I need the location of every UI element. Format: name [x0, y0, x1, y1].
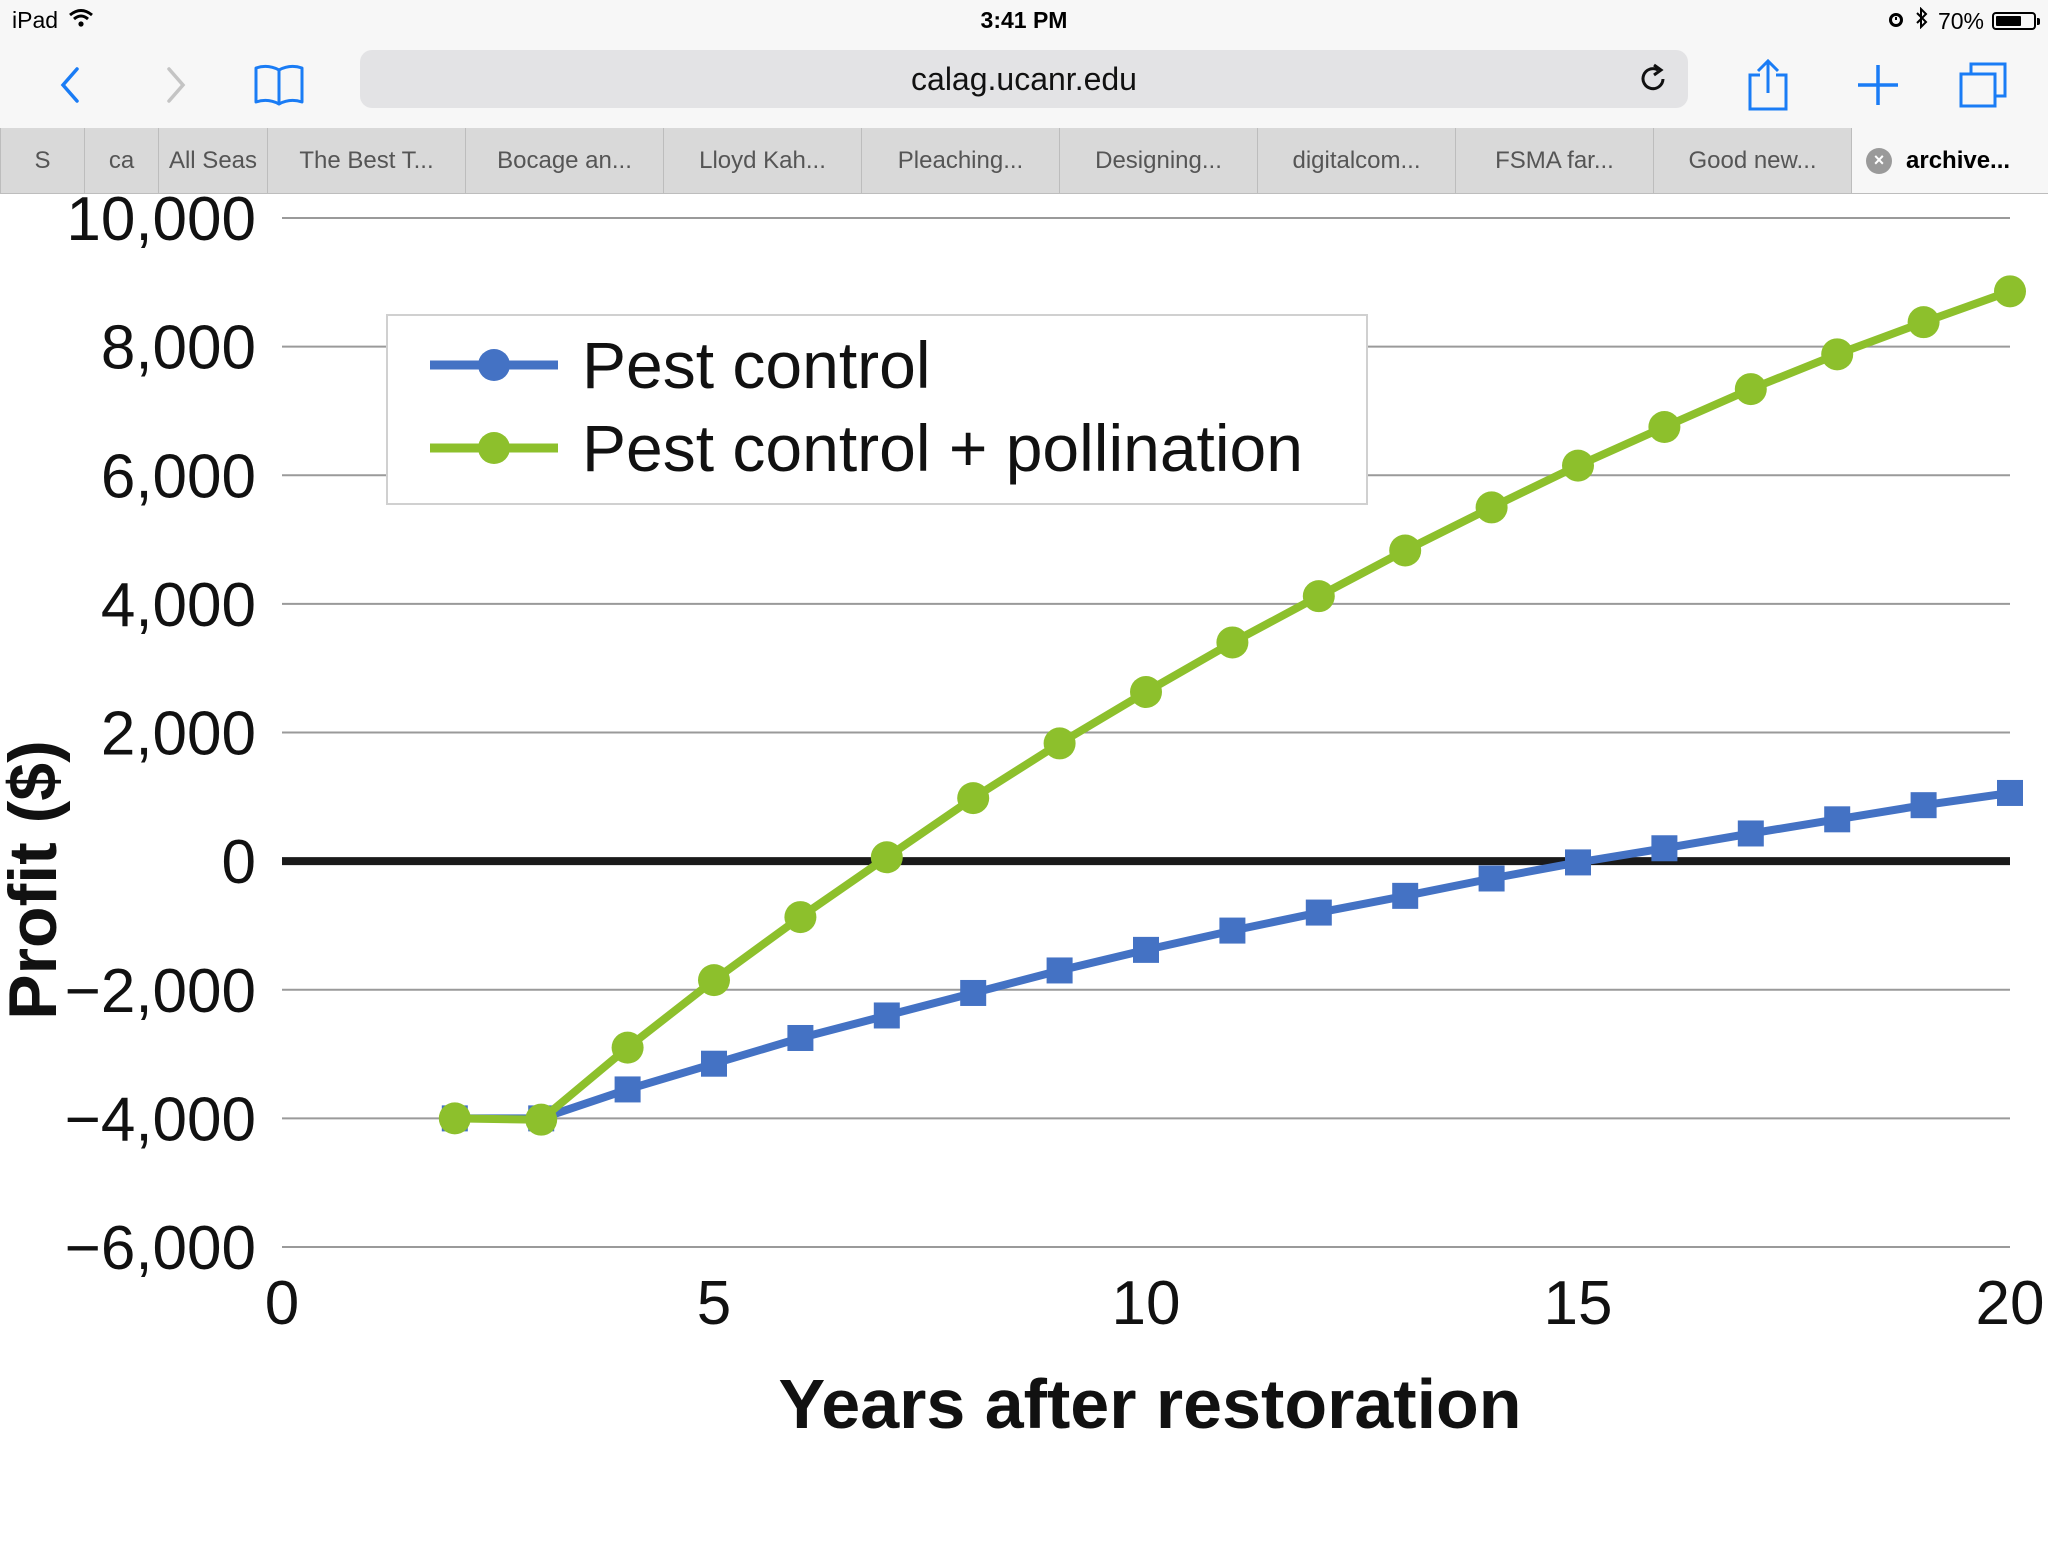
series [438, 275, 2026, 1136]
tab-item[interactable]: ca [84, 128, 158, 193]
address-bar[interactable]: calag.ucanr.edu [360, 50, 1688, 108]
tab-strip: S ca All Seas The Best T... Bocage an...… [0, 128, 2048, 194]
tab-item[interactable]: Designing... [1059, 128, 1257, 193]
data-point-square [960, 979, 987, 1006]
tab-item[interactable]: All Seas [158, 128, 267, 193]
close-tab-icon[interactable]: × [1866, 147, 1892, 174]
data-point-circle [1562, 449, 1594, 482]
data-point-circle [698, 964, 730, 997]
bookmarks-button[interactable] [246, 42, 312, 128]
data-point-square [1910, 792, 1937, 819]
legend-marker-pest-control [478, 349, 510, 381]
data-point-circle [1130, 675, 1162, 708]
y-tick-label: 10,000 [66, 194, 256, 254]
data-point-circle [1043, 727, 1076, 760]
data-point-circle [1302, 580, 1335, 613]
y-tick-label: 0 [222, 828, 256, 897]
browser-toolbar: calag.ucanr.edu [0, 42, 2048, 128]
y-tick-label: 8,000 [101, 314, 256, 383]
data-point-square [1305, 899, 1332, 926]
battery-icon [1992, 12, 2040, 30]
y-tick-label: 6,000 [101, 442, 256, 511]
data-point-circle [611, 1031, 644, 1064]
chart-container: −6,000 −4,000 −2,000 0 2,000 4,000 6,000 8,000 1… [0, 185, 2048, 1536]
y-axis-label: Profit ($) [0, 740, 71, 1020]
tabs-overview-button[interactable] [1950, 42, 2016, 128]
data-point-circle [1821, 338, 1854, 371]
axes: −6,000 −4,000 −2,000 0 2,000 4,000 6,000 8,000 1… [65, 185, 2045, 1338]
bluetooth-icon [1914, 6, 1930, 35]
x-tick-label: 10 [1112, 1269, 1181, 1338]
new-tab-button[interactable] [1846, 42, 1910, 128]
url-text: calag.ucanr.edu [911, 60, 1137, 97]
profit-chart: −6,000 −4,000 −2,000 0 2,000 4,000 6,000 8,000 1… [0, 185, 2045, 1443]
data-point-circle [1648, 411, 1681, 444]
data-point-square [701, 1050, 727, 1077]
tab-item[interactable]: Lloyd Kah... [663, 128, 861, 193]
tab-item[interactable]: S [0, 128, 84, 193]
data-point-square [1392, 882, 1419, 909]
data-point-circle [957, 782, 990, 815]
tab-item[interactable]: FSMA far... [1455, 128, 1653, 193]
legend: Pest control Pest control + pollination [386, 314, 1368, 505]
data-point-square [1997, 779, 2023, 806]
battery-level [1996, 16, 2022, 26]
reload-icon[interactable] [1636, 62, 1670, 104]
data-point-square [1219, 917, 1246, 944]
legend-box [386, 314, 1368, 505]
data-point-square [1565, 849, 1591, 876]
data-point-square [614, 1076, 641, 1103]
tab-item[interactable]: Pleaching... [861, 128, 1059, 193]
x-axis-label: Years after restoration [778, 1365, 1521, 1443]
data-point-square [1133, 936, 1159, 963]
data-point-circle [870, 841, 903, 874]
legend-label-pest-control-pollination: Pest control + pollination [582, 411, 1303, 485]
tab-item[interactable]: The Best T... [267, 128, 465, 193]
data-point-circle [1389, 534, 1422, 567]
y-tick-label: 4,000 [101, 571, 256, 640]
tab-item[interactable]: Bocage an... [465, 128, 663, 193]
data-point-square [787, 1024, 814, 1051]
tab-item[interactable]: Good new... [1653, 128, 1851, 193]
data-point-circle [784, 901, 817, 934]
data-point-square [1046, 957, 1073, 984]
clock: 3:41 PM [980, 7, 1068, 33]
y-tick-label: −6,000 [65, 1214, 256, 1283]
data-point-square [1824, 806, 1851, 833]
x-tick-label: 0 [265, 1269, 299, 1338]
tab-item[interactable]: digitalcom... [1257, 128, 1455, 193]
y-tick-label: −2,000 [65, 957, 256, 1026]
share-button[interactable] [1736, 42, 1800, 128]
data-point-circle [1216, 626, 1249, 659]
data-point-square [1478, 865, 1505, 892]
wifi-icon [68, 7, 94, 34]
legend-label-pest-control: Pest control [582, 328, 931, 402]
alarm-icon [1886, 8, 1906, 35]
forward-button[interactable] [146, 42, 206, 128]
battery-percent: 70% [1937, 7, 1984, 34]
data-point-circle [525, 1103, 558, 1136]
y-tick-label: −4,000 [65, 1085, 256, 1154]
data-point-circle [1734, 373, 1767, 406]
data-point-square [1737, 820, 1764, 847]
status-bar: iPad 3:41 PM 70% [0, 0, 2048, 42]
data-point-square [1651, 835, 1678, 862]
data-point-square [873, 1002, 900, 1029]
series-line-0 [454, 789, 2011, 1123]
legend-marker-pest-control-pollination [478, 432, 510, 464]
data-point-circle [438, 1102, 471, 1135]
data-point-circle [1907, 306, 1940, 339]
x-tick-label: 15 [1544, 1269, 1613, 1338]
tab-item-active[interactable]: × archive... [1851, 128, 2048, 193]
y-tick-label: 2,000 [101, 700, 256, 769]
data-point-circle [1994, 275, 2026, 308]
x-tick-label: 5 [697, 1269, 731, 1338]
back-button[interactable] [40, 42, 100, 128]
x-tick-label: 20 [1976, 1269, 2045, 1338]
data-point-circle [1475, 491, 1508, 524]
device-name: iPad [12, 7, 59, 33]
